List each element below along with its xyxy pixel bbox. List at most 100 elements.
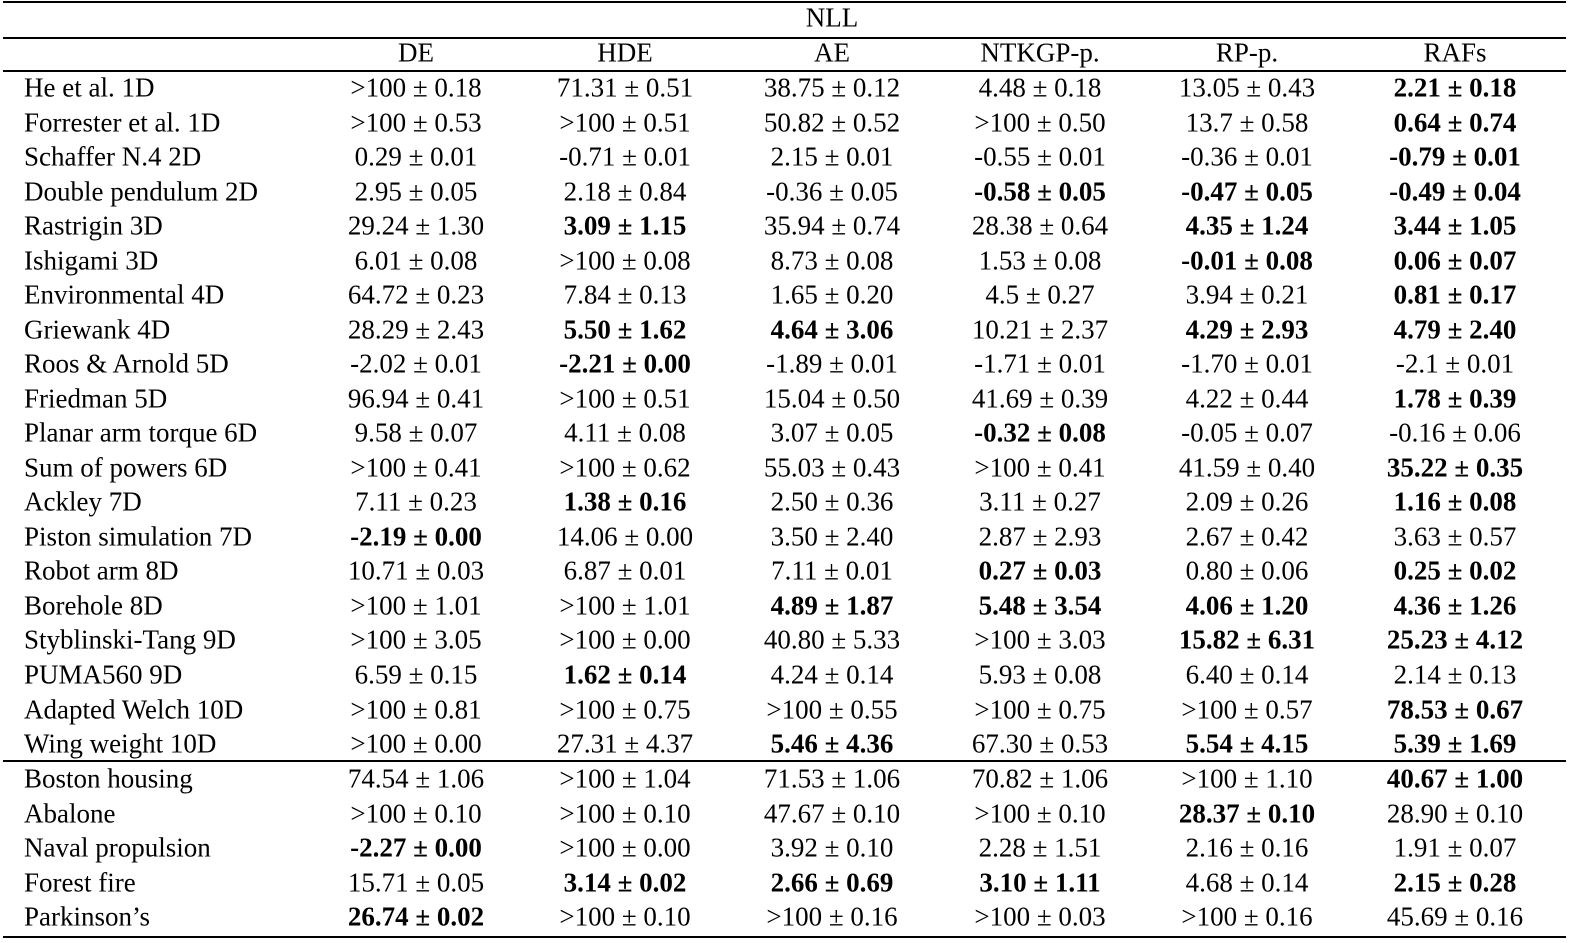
table-cell: 7.11 ± 0.01 bbox=[771, 555, 893, 586]
table-cell: 74.54 ± 1.06 bbox=[347, 763, 485, 794]
table-cell: -0.79 ± 0.01 bbox=[1389, 141, 1521, 172]
table-cell: 2.14 ± 0.13 bbox=[1393, 659, 1517, 690]
table-cell: 3.92 ± 0.10 bbox=[770, 832, 894, 863]
table-cell: -1.71 ± 0.01 bbox=[974, 348, 1106, 379]
table-cell: 6.40 ± 0.14 bbox=[1185, 659, 1309, 690]
table-cell: 6.87 ± 0.01 bbox=[563, 555, 687, 586]
table-cell: 5.54 ± 4.15 bbox=[1185, 728, 1309, 759]
row-label: Ishigami 3D bbox=[24, 245, 159, 276]
table-cell: >100 ± 0.53 bbox=[350, 107, 482, 138]
row-label: Styblinski-Tang 9D bbox=[24, 624, 236, 655]
table-cell: -0.36 ± 0.05 bbox=[766, 176, 898, 207]
column-header: NTKGP-p. bbox=[980, 37, 1100, 68]
table-cell: >100 ± 0.51 bbox=[559, 107, 691, 138]
table-cell: 2.95 ± 0.05 bbox=[354, 176, 478, 207]
table-cell: >100 ± 0.18 bbox=[350, 72, 482, 103]
table-cell: 5.50 ± 1.62 bbox=[563, 314, 687, 345]
table-cell: 2.50 ± 0.36 bbox=[770, 486, 894, 517]
top-rule bbox=[3, 1, 1566, 3]
table-cell: >100 ± 0.75 bbox=[559, 694, 691, 725]
table-cell: 4.36 ± 1.26 bbox=[1393, 590, 1517, 621]
table-cell: 38.75 ± 0.12 bbox=[763, 72, 901, 103]
table-cell: -2.27 ± 0.00 bbox=[350, 832, 482, 863]
table-cell: 78.53 ± 0.67 bbox=[1386, 694, 1524, 725]
table-cell: 1.16 ± 0.08 bbox=[1393, 486, 1517, 517]
table-cell: >100 ± 0.81 bbox=[350, 694, 482, 725]
column-header: RP-p. bbox=[1215, 37, 1279, 68]
table-cell: 2.15 ± 0.28 bbox=[1393, 867, 1517, 898]
table-cell: 2.15 ± 0.01 bbox=[770, 141, 894, 172]
table-cell: 0.81 ± 0.17 bbox=[1393, 279, 1517, 310]
table-cell: 3.63 ± 0.57 bbox=[1393, 521, 1517, 552]
table-cell: -0.32 ± 0.08 bbox=[974, 417, 1106, 448]
table-cell: >100 ± 0.00 bbox=[559, 832, 691, 863]
group-rule bbox=[3, 760, 1566, 762]
row-label: Roos & Arnold 5D bbox=[24, 348, 229, 379]
table-cell: 3.09 ± 1.15 bbox=[563, 210, 687, 241]
table-cell: 25.23 ± 4.12 bbox=[1386, 624, 1524, 655]
table-cell: -0.47 ± 0.05 bbox=[1181, 176, 1313, 207]
table-cell: 96.94 ± 0.41 bbox=[347, 383, 485, 414]
table-cell: 2.28 ± 1.51 bbox=[978, 832, 1102, 863]
table-cell: >100 ± 0.00 bbox=[559, 624, 691, 655]
table-cell: -0.55 ± 0.01 bbox=[974, 141, 1106, 172]
table-cell: -1.89 ± 0.01 bbox=[766, 348, 898, 379]
table-cell: 0.64 ± 0.74 bbox=[1393, 107, 1517, 138]
table-cell: 2.16 ± 0.16 bbox=[1185, 832, 1309, 863]
row-label: Piston simulation 7D bbox=[24, 521, 253, 552]
column-header: HDE bbox=[597, 37, 653, 68]
table-cell: 29.24 ± 1.30 bbox=[347, 210, 485, 241]
table-cell: -0.05 ± 0.07 bbox=[1181, 417, 1313, 448]
row-label: Parkinson’s bbox=[24, 901, 151, 932]
table-cell: 7.11 ± 0.23 bbox=[355, 486, 477, 517]
table-cell: >100 ± 3.03 bbox=[974, 624, 1106, 655]
table-cell: >100 ± 0.50 bbox=[974, 107, 1106, 138]
table-cell: 5.39 ± 1.69 bbox=[1393, 728, 1517, 759]
table-cell: 70.82 ± 1.06 bbox=[971, 763, 1109, 794]
table-cell: 5.48 ± 3.54 bbox=[978, 590, 1102, 621]
caption: NLL bbox=[805, 2, 859, 33]
row-label: Planar arm torque 6D bbox=[24, 417, 258, 448]
table-cell: 2.09 ± 0.26 bbox=[1185, 486, 1309, 517]
table-cell: >100 ± 0.16 bbox=[766, 901, 898, 932]
table-cell: 4.48 ± 0.18 bbox=[978, 72, 1102, 103]
table-cell: 4.24 ± 0.14 bbox=[770, 659, 894, 690]
table-cell: 26.74 ± 0.02 bbox=[347, 901, 485, 932]
table-cell: 40.67 ± 1.00 bbox=[1386, 763, 1524, 794]
table-cell: >100 ± 0.03 bbox=[974, 901, 1106, 932]
table-cell: >100 ± 0.00 bbox=[350, 728, 482, 759]
table-cell: >100 ± 0.62 bbox=[559, 452, 691, 483]
table-cell: 3.10 ± 1.11 bbox=[979, 867, 1101, 898]
table-cell: 4.35 ± 1.24 bbox=[1185, 210, 1309, 241]
table-cell: 3.44 ± 1.05 bbox=[1393, 210, 1517, 241]
row-label: Adapted Welch 10D bbox=[24, 694, 244, 725]
row-label: Sum of powers 6D bbox=[24, 452, 228, 483]
table-cell: 64.72 ± 0.23 bbox=[347, 279, 485, 310]
table-cell: -0.01 ± 0.08 bbox=[1181, 245, 1313, 276]
table-cell: 5.93 ± 0.08 bbox=[978, 659, 1102, 690]
table-cell: >100 ± 0.16 bbox=[1181, 901, 1313, 932]
row-label: Robot arm 8D bbox=[24, 555, 179, 586]
table-cell: 41.59 ± 0.40 bbox=[1178, 452, 1316, 483]
column-header: DE bbox=[398, 37, 434, 68]
row-label: He et al. 1D bbox=[24, 72, 155, 103]
header-bottom-rule bbox=[3, 70, 1566, 72]
table-cell: -1.70 ± 0.01 bbox=[1181, 348, 1313, 379]
table-cell: >100 ± 1.01 bbox=[350, 590, 482, 621]
table-cell: -2.02 ± 0.01 bbox=[350, 348, 482, 379]
table-cell: 71.31 ± 0.51 bbox=[556, 72, 694, 103]
table-cell: 3.11 ± 0.27 bbox=[979, 486, 1101, 517]
table-cell: -0.16 ± 0.06 bbox=[1389, 417, 1521, 448]
row-label: Borehole 8D bbox=[24, 590, 163, 621]
table-cell: 28.37 ± 0.10 bbox=[1178, 798, 1316, 829]
column-header: AE bbox=[814, 37, 850, 68]
column-header: RAFs bbox=[1423, 37, 1487, 68]
table-cell: >100 ± 0.55 bbox=[766, 694, 898, 725]
table-cell: 1.91 ± 0.07 bbox=[1393, 832, 1517, 863]
table-cell: -0.71 ± 0.01 bbox=[559, 141, 691, 172]
table-cell: >100 ± 0.10 bbox=[559, 901, 691, 932]
table-cell: 4.68 ± 0.14 bbox=[1185, 867, 1309, 898]
row-label: Forrester et al. 1D bbox=[24, 107, 221, 138]
table-cell: -0.58 ± 0.05 bbox=[974, 176, 1106, 207]
table-cell: 6.01 ± 0.08 bbox=[354, 245, 478, 276]
